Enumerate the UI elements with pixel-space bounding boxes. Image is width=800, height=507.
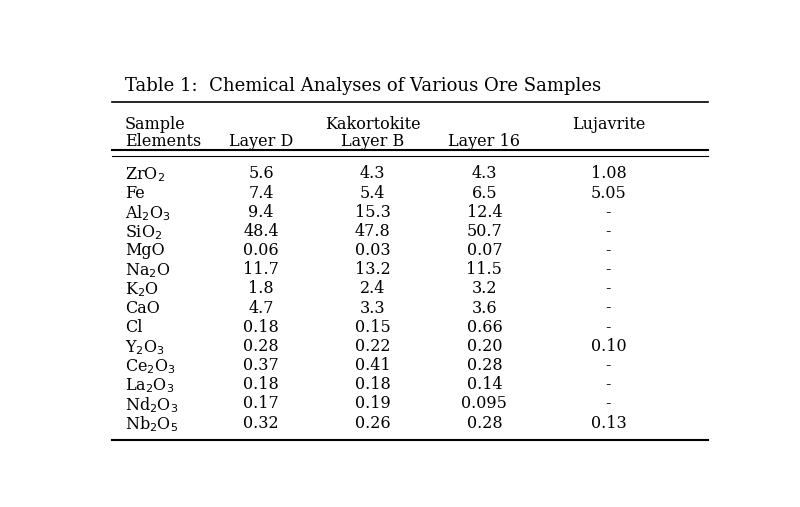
Text: 5.4: 5.4 xyxy=(360,185,386,202)
Text: 0.22: 0.22 xyxy=(355,338,390,355)
Text: 6.5: 6.5 xyxy=(471,185,498,202)
Text: Layer D: Layer D xyxy=(229,133,294,150)
Text: 0.66: 0.66 xyxy=(466,319,502,336)
Text: 3.6: 3.6 xyxy=(471,300,498,316)
Text: ZrO$_2$: ZrO$_2$ xyxy=(125,165,165,184)
Text: Lujavrite: Lujavrite xyxy=(572,116,645,133)
Text: 9.4: 9.4 xyxy=(249,204,274,221)
Text: 0.28: 0.28 xyxy=(466,415,502,431)
Text: 0.28: 0.28 xyxy=(243,338,279,355)
Text: Cl: Cl xyxy=(125,319,142,336)
Text: 0.15: 0.15 xyxy=(355,319,390,336)
Text: Table 1:  Chemical Analyses of Various Ore Samples: Table 1: Chemical Analyses of Various Or… xyxy=(125,77,601,95)
Text: 0.03: 0.03 xyxy=(355,242,390,259)
Text: 3.3: 3.3 xyxy=(360,300,386,316)
Text: -: - xyxy=(606,223,611,240)
Text: -: - xyxy=(606,300,611,316)
Text: 2.4: 2.4 xyxy=(360,280,386,298)
Text: Nb$_2$O$_5$: Nb$_2$O$_5$ xyxy=(125,415,178,434)
Text: 0.18: 0.18 xyxy=(243,319,279,336)
Text: 4.7: 4.7 xyxy=(249,300,274,316)
Text: 0.19: 0.19 xyxy=(355,395,390,412)
Text: -: - xyxy=(606,357,611,374)
Text: Layer B: Layer B xyxy=(341,133,405,150)
Text: 0.06: 0.06 xyxy=(243,242,279,259)
Text: 7.4: 7.4 xyxy=(249,185,274,202)
Text: 50.7: 50.7 xyxy=(466,223,502,240)
Text: 0.18: 0.18 xyxy=(355,376,390,393)
Text: Elements: Elements xyxy=(125,133,201,150)
Text: 0.13: 0.13 xyxy=(590,415,626,431)
Text: Sample: Sample xyxy=(125,116,186,133)
Text: 15.3: 15.3 xyxy=(355,204,390,221)
Text: K$_2$O: K$_2$O xyxy=(125,280,158,299)
Text: Y$_2$O$_3$: Y$_2$O$_3$ xyxy=(125,338,165,356)
Text: SiO$_2$: SiO$_2$ xyxy=(125,223,162,242)
Text: -: - xyxy=(606,376,611,393)
Text: -: - xyxy=(606,204,611,221)
Text: 0.18: 0.18 xyxy=(243,376,279,393)
Text: 48.4: 48.4 xyxy=(243,223,279,240)
Text: 0.20: 0.20 xyxy=(466,338,502,355)
Text: 0.14: 0.14 xyxy=(466,376,502,393)
Text: 13.2: 13.2 xyxy=(355,261,390,278)
Text: 0.17: 0.17 xyxy=(243,395,279,412)
Text: 5.05: 5.05 xyxy=(590,185,626,202)
Text: Al$_2$O$_3$: Al$_2$O$_3$ xyxy=(125,204,170,224)
Text: La$_2$O$_3$: La$_2$O$_3$ xyxy=(125,376,174,395)
Text: 0.41: 0.41 xyxy=(355,357,390,374)
Text: -: - xyxy=(606,319,611,336)
Text: MgO: MgO xyxy=(125,242,165,259)
Text: CaO: CaO xyxy=(125,300,159,316)
Text: 0.10: 0.10 xyxy=(590,338,626,355)
Text: 0.37: 0.37 xyxy=(243,357,279,374)
Text: 0.26: 0.26 xyxy=(355,415,390,431)
Text: 4.3: 4.3 xyxy=(472,165,497,183)
Text: 0.095: 0.095 xyxy=(462,395,507,412)
Text: 1.08: 1.08 xyxy=(590,165,626,183)
Text: Na$_2$O: Na$_2$O xyxy=(125,261,170,280)
Text: 47.8: 47.8 xyxy=(355,223,390,240)
Text: 3.2: 3.2 xyxy=(472,280,497,298)
Text: 0.28: 0.28 xyxy=(466,357,502,374)
Text: Fe: Fe xyxy=(125,185,145,202)
Text: Kakortokite: Kakortokite xyxy=(325,116,421,133)
Text: -: - xyxy=(606,395,611,412)
Text: 11.7: 11.7 xyxy=(243,261,279,278)
Text: Layer 16: Layer 16 xyxy=(448,133,520,150)
Text: -: - xyxy=(606,280,611,298)
Text: -: - xyxy=(606,242,611,259)
Text: 12.4: 12.4 xyxy=(466,204,502,221)
Text: -: - xyxy=(606,261,611,278)
Text: 1.8: 1.8 xyxy=(248,280,274,298)
Text: 5.6: 5.6 xyxy=(248,165,274,183)
Text: 0.32: 0.32 xyxy=(243,415,279,431)
Text: 4.3: 4.3 xyxy=(360,165,386,183)
Text: 11.5: 11.5 xyxy=(466,261,502,278)
Text: Nd$_2$O$_3$: Nd$_2$O$_3$ xyxy=(125,395,178,415)
Text: Ce$_2$O$_3$: Ce$_2$O$_3$ xyxy=(125,357,176,376)
Text: 0.07: 0.07 xyxy=(466,242,502,259)
